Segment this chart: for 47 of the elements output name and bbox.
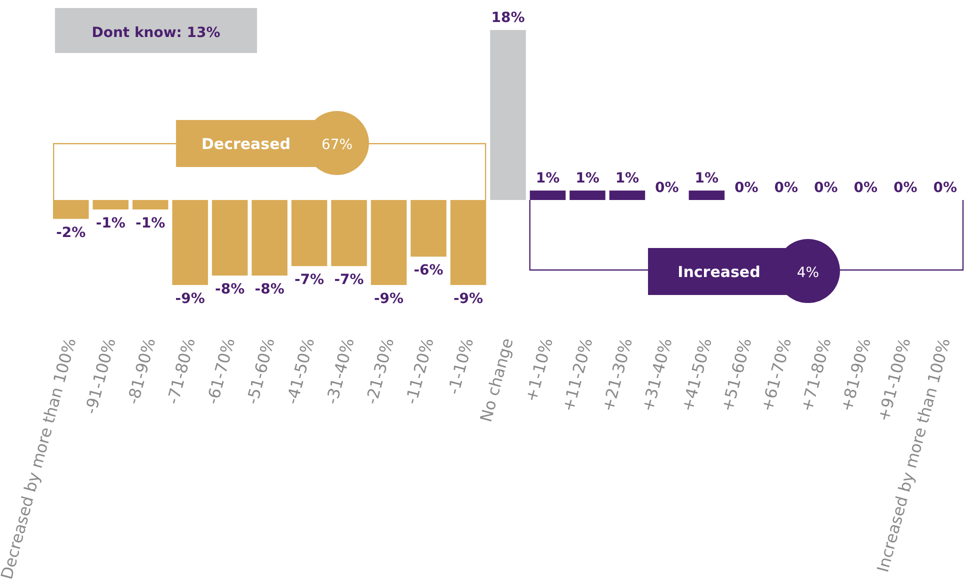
annotation: Dont know: 13% — [92, 25, 220, 41]
x-tick-label: +31-40% — [638, 336, 676, 414]
x-tick-label: +1-10% — [521, 336, 557, 404]
x-tick-label: -81-90% — [123, 336, 160, 406]
x-tick-label: -41-50% — [282, 336, 318, 406]
data-label: 1% — [576, 170, 600, 187]
x-tick-label: -1-10% — [444, 336, 478, 396]
x-tick-label: +41-50% — [678, 336, 716, 414]
x-tick-label: -71-80% — [163, 336, 199, 406]
data-label: -1% — [96, 215, 126, 232]
annotation: Decreased — [201, 135, 291, 153]
data-label: 1% — [694, 170, 719, 187]
data-label: -6% — [414, 262, 444, 279]
data-label: -7% — [294, 272, 324, 288]
data-label: 0% — [734, 180, 758, 196]
data-label: -8% — [215, 282, 245, 298]
data-label: -7% — [334, 272, 364, 288]
x-tick-label: +11-20% — [558, 336, 596, 414]
data-label: 0% — [933, 180, 958, 196]
x-tick-label: -21-30% — [362, 336, 398, 406]
data-label: -1% — [136, 215, 166, 232]
annotation: Increased — [678, 263, 760, 281]
data-label: 0% — [774, 180, 798, 196]
data-label: -9% — [374, 291, 404, 307]
x-tick-label: +51-60% — [718, 336, 756, 414]
data-label: 0% — [854, 180, 878, 196]
data-label: 1% — [536, 170, 560, 187]
x-tick-label: +71-80% — [796, 336, 835, 414]
data-label: -2% — [56, 224, 86, 241]
data-label: -8% — [254, 282, 284, 298]
x-tick-label: -51-60% — [242, 336, 278, 406]
x-tick-label: +81-90% — [836, 336, 875, 414]
data-label: -9% — [453, 291, 484, 307]
data-label: 0% — [814, 180, 838, 196]
data-label: -9% — [175, 291, 205, 307]
x-tick-label: -61-70% — [202, 336, 239, 406]
data-label: 18% — [491, 10, 525, 26]
data-label: 1% — [615, 170, 640, 187]
x-tick-label: +21-30% — [598, 336, 636, 414]
annotation: 67% — [321, 137, 353, 153]
x-tick-label: -11-20% — [402, 336, 438, 406]
x-tick-label: +61-70% — [757, 336, 796, 414]
annotation: 4% — [796, 265, 820, 281]
data-label: 0% — [893, 180, 918, 196]
x-tick-label: -31-40% — [322, 336, 358, 406]
x-tick-label: No change — [476, 336, 517, 424]
data-label: 0% — [655, 180, 679, 196]
